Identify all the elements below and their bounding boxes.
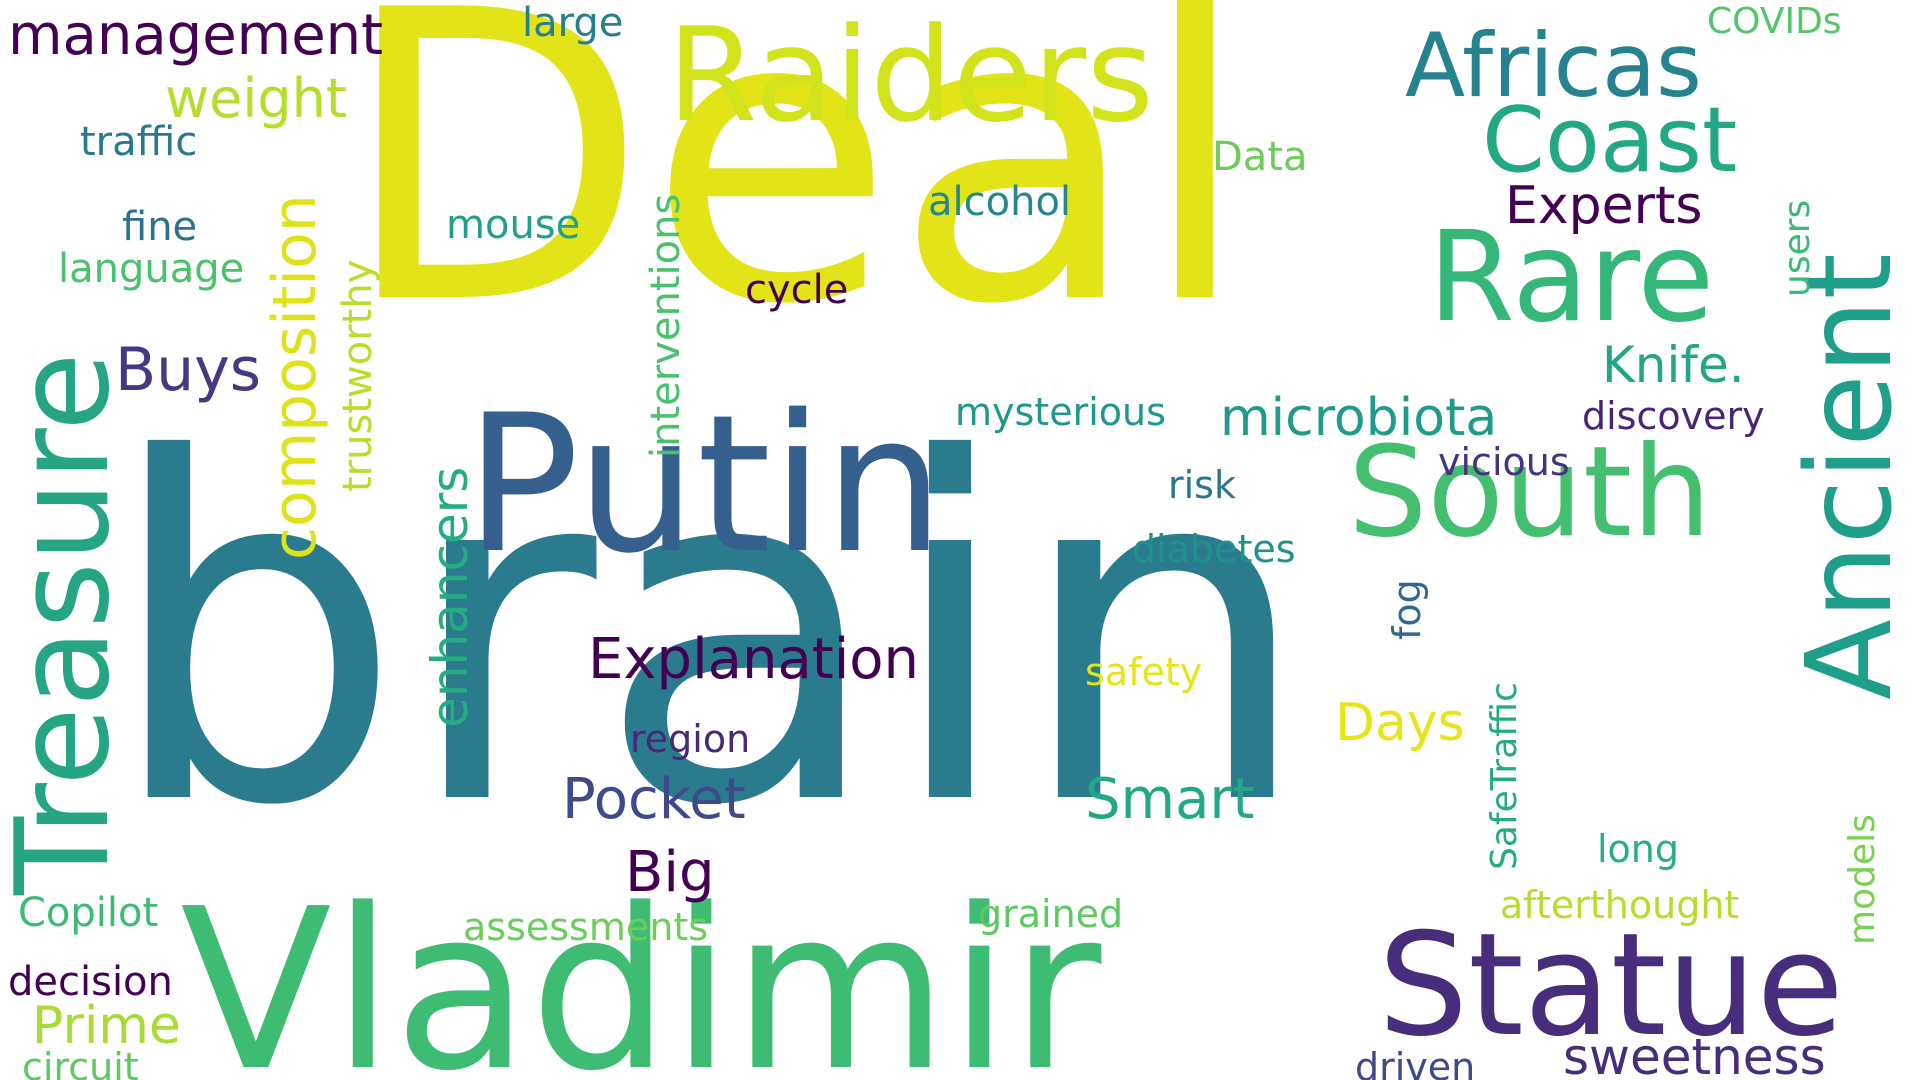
word-users: users bbox=[1777, 199, 1818, 297]
word-management: management bbox=[8, 3, 384, 68]
word-smart: Smart bbox=[1085, 767, 1255, 832]
word-south: South bbox=[1348, 420, 1712, 565]
word-rare: Rare bbox=[1428, 205, 1715, 350]
word-cycle: cycle bbox=[745, 267, 849, 313]
word-putin: Putin bbox=[465, 374, 945, 595]
word-buys: Buys bbox=[115, 335, 261, 405]
word-enhancers: enhancers bbox=[421, 466, 479, 728]
word-explanation: Explanation bbox=[588, 627, 920, 692]
word-region: region bbox=[630, 717, 751, 761]
word-ancient: Ancient bbox=[1780, 253, 1918, 700]
word-driven: driven bbox=[1355, 1045, 1476, 1080]
word-decision: decision bbox=[8, 959, 173, 1005]
word-brain: brain bbox=[105, 361, 1314, 908]
word-alcohol: alcohol bbox=[928, 179, 1072, 225]
word-afterthought: afterthought bbox=[1500, 883, 1740, 927]
word-interventions: interventions bbox=[643, 193, 689, 458]
word-coast: Coast bbox=[1482, 88, 1738, 193]
word-fog: fog bbox=[1385, 579, 1429, 640]
word-africas: Africas bbox=[1405, 14, 1702, 117]
word-large: large bbox=[522, 0, 624, 46]
word-deal: Deal bbox=[340, 0, 1251, 392]
word-statue: Statue bbox=[1378, 903, 1844, 1068]
word-composition: composition bbox=[260, 194, 330, 560]
word-experts: Experts bbox=[1505, 176, 1703, 236]
word-language: language bbox=[58, 246, 245, 292]
word-assessments: assessments bbox=[463, 905, 709, 949]
word-traffic: traffic bbox=[80, 119, 198, 165]
word-safetraffic: SafeTraffic bbox=[1484, 682, 1525, 870]
word-weight: weight bbox=[165, 67, 348, 130]
word-mouse: mouse bbox=[446, 202, 581, 248]
word-copilot: Copilot bbox=[18, 890, 159, 936]
word-covids: COVIDs bbox=[1707, 1, 1842, 42]
word-trustworthy: trustworthy bbox=[335, 259, 381, 492]
word-prime: Prime bbox=[32, 996, 181, 1056]
word-fine: fine bbox=[122, 204, 198, 250]
word-circuit: circuit bbox=[22, 1045, 139, 1080]
word-discovery: discovery bbox=[1582, 394, 1765, 438]
word-grained: grained bbox=[978, 892, 1124, 936]
word-models: models bbox=[1842, 814, 1883, 945]
word-raiders: Raiders bbox=[667, 0, 1154, 151]
word-long: long bbox=[1597, 827, 1680, 871]
word-vladimir: Vladimir bbox=[180, 862, 1102, 1080]
word-data: Data bbox=[1212, 134, 1308, 180]
word-sweetness: sweetness bbox=[1563, 1028, 1826, 1080]
word-knife: Knife. bbox=[1602, 336, 1745, 394]
word-risk: risk bbox=[1168, 463, 1236, 507]
word-mysterious: mysterious bbox=[955, 390, 1166, 434]
word-microbiota: microbiota bbox=[1220, 388, 1498, 448]
word-big: Big bbox=[625, 840, 715, 905]
word-diabetes: diabetes bbox=[1132, 527, 1296, 571]
word-safety: safety bbox=[1085, 650, 1203, 694]
word-pocket: Pocket bbox=[562, 767, 746, 832]
word-treasure: Treasure bbox=[0, 352, 138, 895]
word-days: Days bbox=[1335, 693, 1465, 753]
word-vicious: vicious bbox=[1438, 440, 1570, 484]
